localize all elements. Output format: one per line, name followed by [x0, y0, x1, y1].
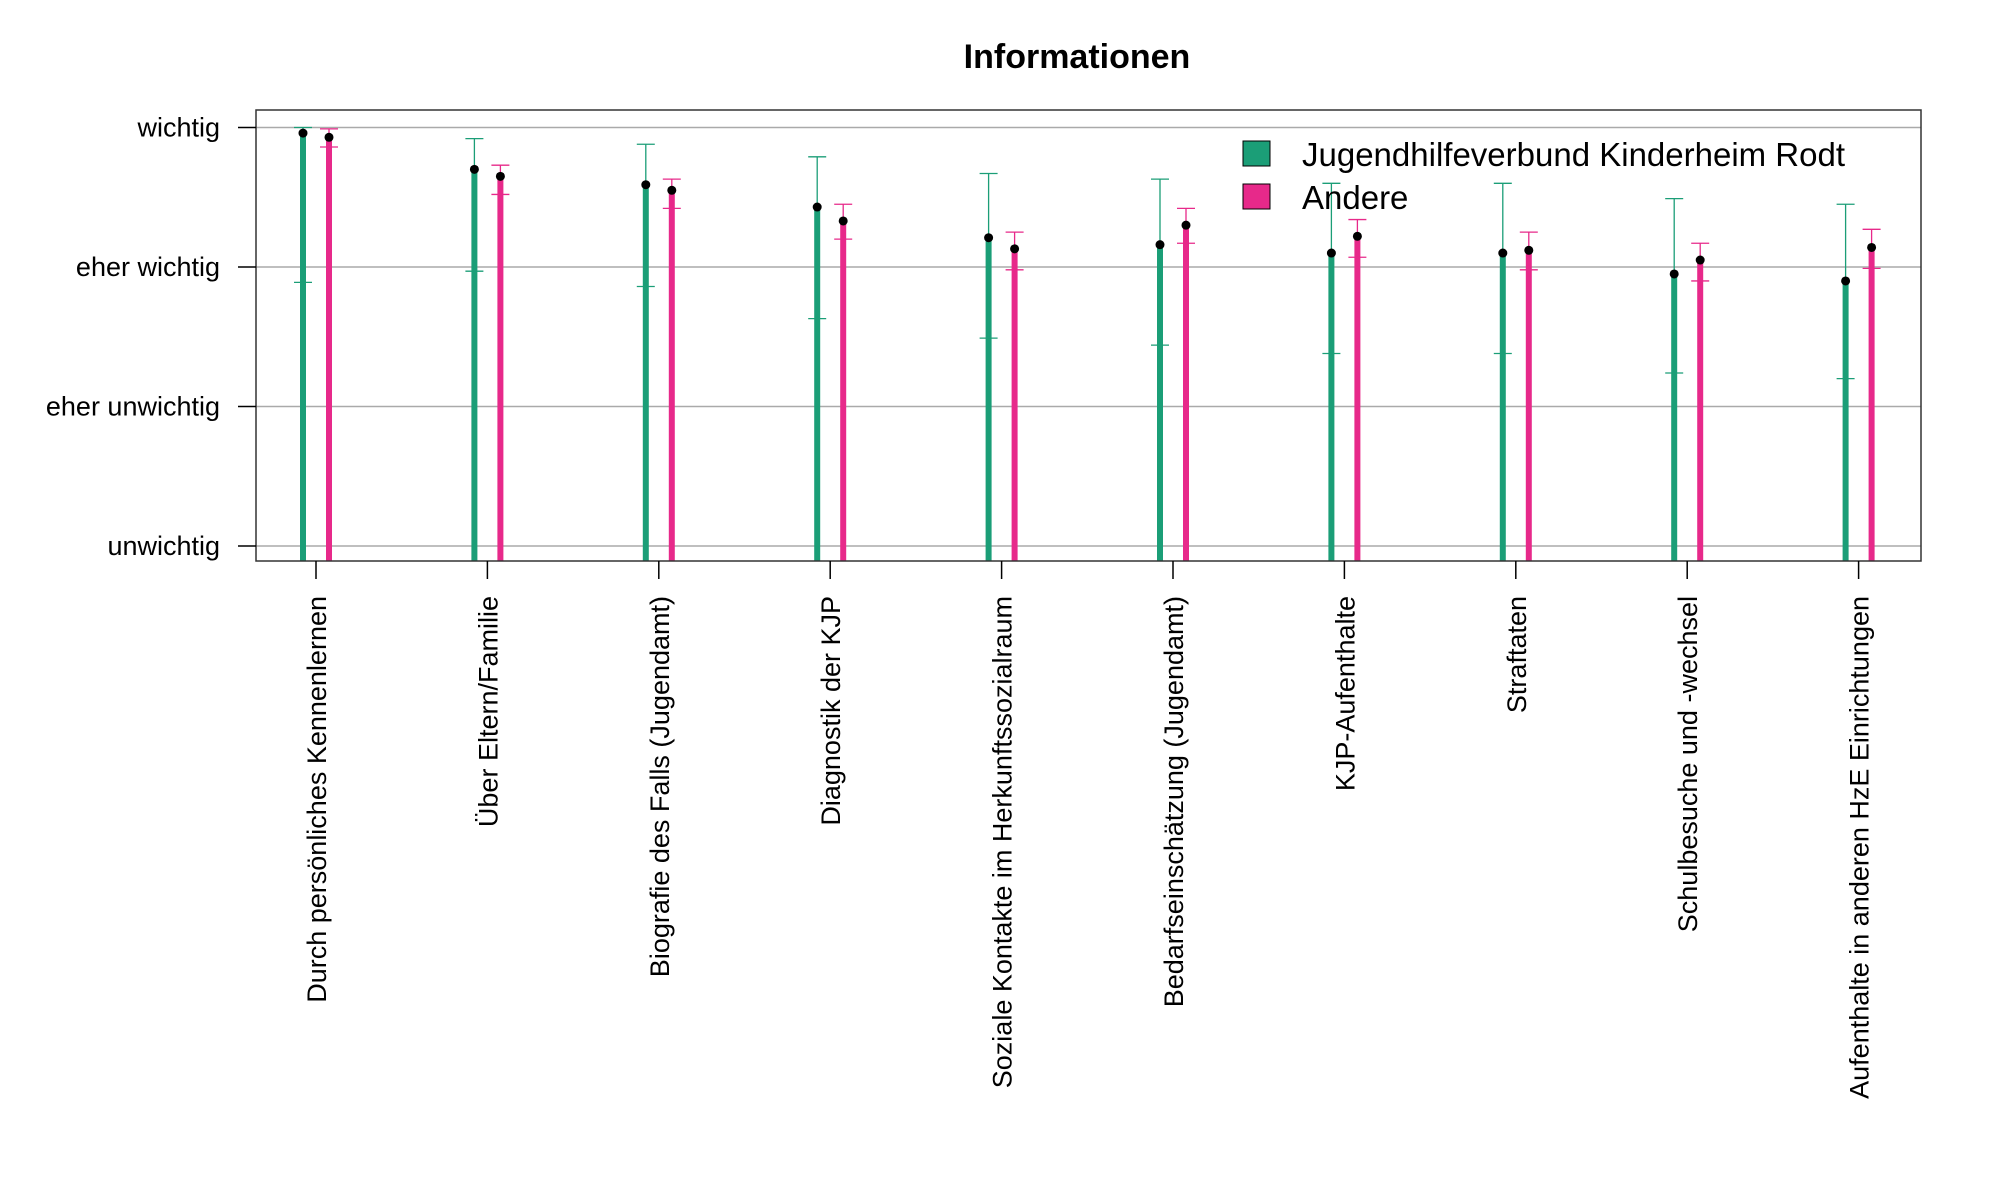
mean-point	[838, 216, 848, 226]
mean-point	[469, 164, 479, 174]
x-tick-label: Durch persönliches Kennenlernen	[302, 596, 332, 1003]
mean-point	[1867, 242, 1877, 252]
x-tick-label: Über Eltern/Familie	[473, 596, 503, 827]
mean-point	[495, 171, 505, 181]
grid-lines	[256, 126, 1921, 547]
mean-point	[667, 185, 677, 195]
plot-frame	[255, 109, 1922, 562]
legend: Jugendhilfeverbund Kinderheim Rodt Ander…	[1242, 136, 1845, 216]
mean-point	[984, 233, 994, 243]
mean-point	[1524, 245, 1534, 255]
mean-point	[812, 202, 822, 212]
bars	[294, 126, 1881, 561]
legend-label-series-1: Jugendhilfeverbund Kinderheim Rodt	[1302, 136, 1845, 173]
x-tick-label: Bedarfseinschätzung (Jugendamt)	[1159, 596, 1189, 1007]
y-tick-label: eher unwichtig	[46, 392, 220, 422]
mean-point	[1181, 220, 1191, 230]
mean-point	[641, 180, 651, 190]
y-axis: unwichtig eher unwichtig eher wichtig wicht…	[46, 113, 256, 561]
mean-point	[1498, 248, 1508, 258]
x-tick-label: Soziale Kontakte im Herkunftssozialraum	[988, 596, 1018, 1088]
y-tick-label: wichtig	[136, 113, 220, 143]
legend-swatch-series-2	[1242, 183, 1271, 210]
x-tick-label: Aufenthalte in anderen HzE Einrichtungen	[1845, 596, 1875, 1099]
mean-point	[1695, 255, 1705, 265]
y-tick-label: unwichtig	[107, 531, 220, 561]
mean-point	[1010, 244, 1020, 254]
mean-point	[1841, 276, 1851, 286]
x-axis: Durch persönliches Kennenlernen Über Elte…	[302, 561, 1875, 1099]
mean-point	[1326, 248, 1336, 258]
legend-swatch-series-1	[1242, 140, 1271, 167]
mean-point	[1669, 269, 1679, 279]
mean-point	[1155, 240, 1165, 250]
x-tick-label: Diagnostik der KJP	[816, 596, 846, 826]
x-tick-label: KJP-Aufenthalte	[1330, 596, 1360, 791]
x-tick-label: Schulbesuche und -wechsel	[1673, 596, 1703, 932]
x-tick-label: Biografie des Falls (Jugendamt)	[645, 596, 675, 977]
x-tick-label: Straftaten	[1502, 596, 1532, 713]
mean-point	[298, 128, 308, 138]
mean-point	[1352, 231, 1362, 241]
y-tick-label: eher wichtig	[76, 252, 220, 282]
mean-point	[324, 132, 334, 142]
chart-title: Informationen	[964, 38, 1191, 76]
legend-label-series-2: Andere	[1302, 179, 1408, 216]
